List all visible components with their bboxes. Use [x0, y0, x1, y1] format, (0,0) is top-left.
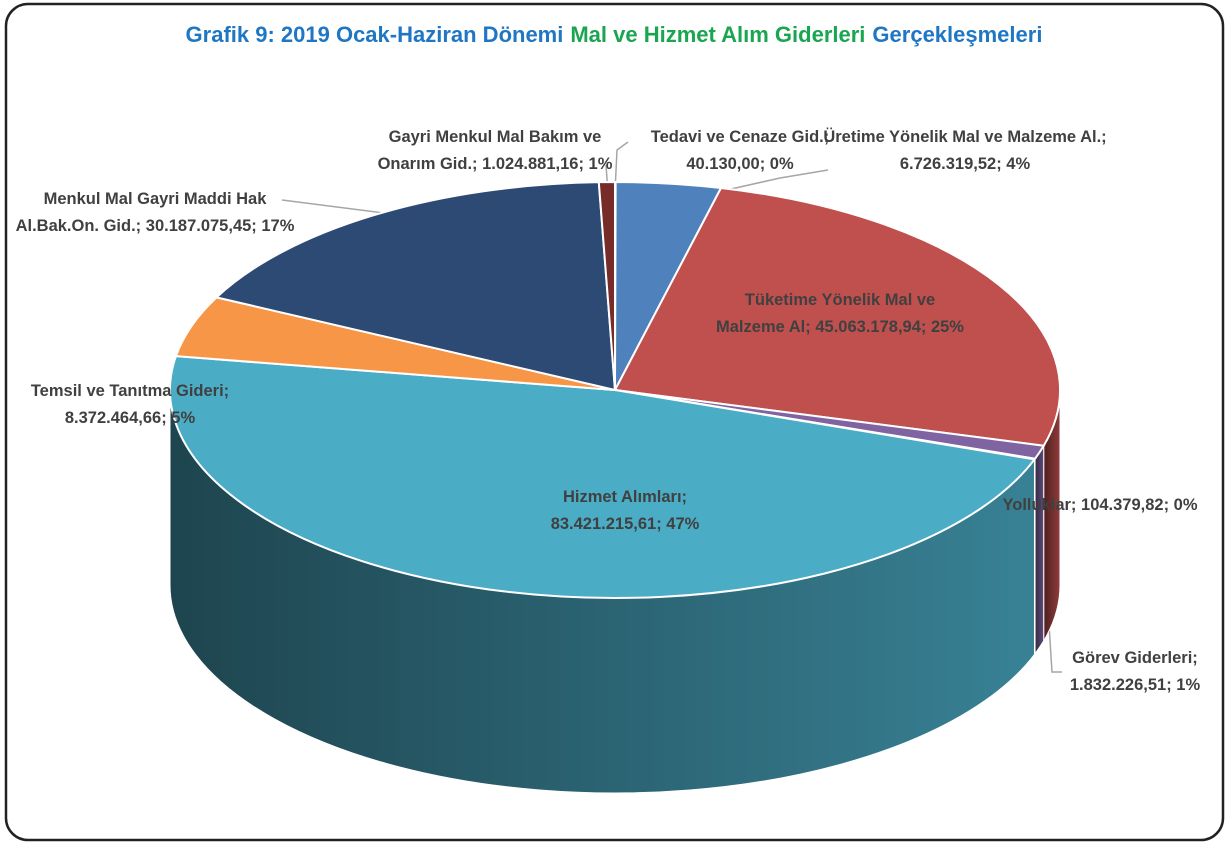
pie-sides	[169, 389, 1061, 794]
title-part: Gerçekleşmeleri	[872, 22, 1042, 47]
category-label: Görev Giderleri;	[1072, 649, 1198, 667]
category-label: Tüketime Yönelik Mal ve Malzeme Al;	[716, 291, 936, 336]
data-label: Temsil ve Tanıtma Gideri; 8.372.464,66; …	[5, 378, 255, 432]
data-label: Hizmet Alımları; 83.421.215,61; 47%	[510, 484, 740, 538]
title-part: Mal ve Hizmet Alım Giderleri	[570, 22, 865, 47]
data-label: Yolluklar; 104.379,82; 0%	[975, 492, 1225, 519]
data-label: Üretime Yönelik Mal ve Malzeme Al.; 6.72…	[820, 124, 1110, 178]
value-label: 6.726.319,52; 4%	[899, 155, 1031, 173]
value-label: 45.063.178,94; 25%	[815, 318, 964, 336]
slice-side	[1034, 443, 1045, 656]
value-label: 40.130,00; 0%	[686, 155, 794, 173]
title-part: Grafik 9: 2019 Ocak-Haziran Dönemi	[186, 22, 564, 47]
category-label: Gayri Menkul Mal Bakım ve Onarım Gid.;	[377, 128, 602, 173]
category-label: Menkul Mal Gayri Maddi Hak Al.Bak.On. Gi…	[15, 190, 267, 235]
slice	[613, 186, 1062, 447]
value-label: 104.379,82; 0%	[1081, 496, 1198, 514]
leader-line	[614, 141, 629, 193]
category-label: Hizmet Alımları;	[562, 488, 688, 506]
value-label: 1.024.881,16; 1%	[482, 155, 613, 173]
value-label: 1.832.226,51; 1%	[1069, 676, 1201, 694]
chart-title: Grafik 9: 2019 Ocak-Haziran Dönemi Mal ve…	[186, 22, 1043, 47]
value-label: 30.187.075,45; 17%	[145, 217, 295, 235]
value-label: 8.372.464,66; 5%	[64, 409, 196, 427]
data-label: Menkul Mal Gayri Maddi Hak Al.Bak.On. Gi…	[15, 186, 295, 240]
slice	[169, 355, 1037, 599]
category-label: Tedavi ve Cenaze Gid.;	[650, 128, 830, 146]
category-label: Temsil ve Tanıtma Gideri;	[30, 382, 230, 400]
data-label: Tüketime Yönelik Mal ve Malzeme Al; 45.0…	[715, 287, 965, 341]
category-label: Yolluklar;	[1002, 496, 1077, 514]
value-label: 83.421.215,61; 47%	[550, 515, 700, 533]
category-label: Üretime Yönelik Mal ve Malzeme Al.;	[823, 128, 1107, 146]
data-label: Tedavi ve Cenaze Gid.; 40.130,00; 0%	[625, 124, 855, 178]
pie-tops	[169, 180, 1062, 599]
data-label: Görev Giderleri; 1.832.226,51; 1%	[1045, 645, 1225, 699]
slice	[597, 180, 616, 391]
slice	[214, 181, 617, 392]
data-label: Gayri Menkul Mal Bakım ve Onarım Gid.; 1…	[360, 124, 630, 178]
